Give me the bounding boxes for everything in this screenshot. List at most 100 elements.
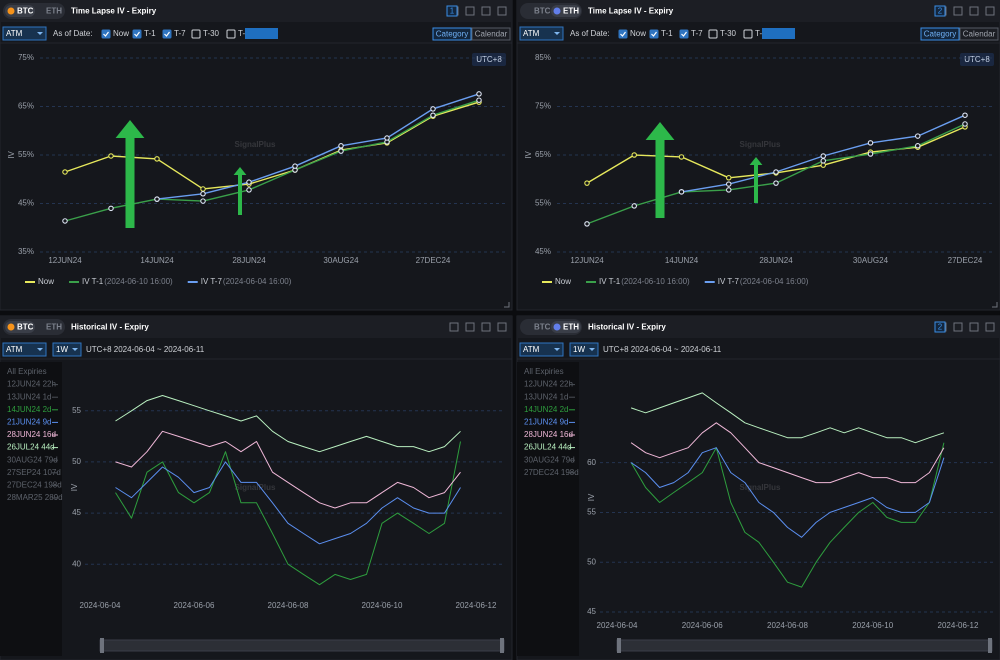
legend-item[interactable]: 28JUN24 16d bbox=[7, 430, 56, 439]
legend-item[interactable]: 26JUL24 44d bbox=[524, 443, 572, 452]
header-icon[interactable] bbox=[449, 322, 459, 332]
view-tab[interactable] bbox=[471, 27, 511, 41]
panel-title: Time Lapse IV - Expiry bbox=[588, 7, 674, 16]
slider-handle[interactable] bbox=[500, 638, 504, 653]
legend-item[interactable]: 28JUN24 16d bbox=[524, 430, 573, 439]
data-point bbox=[678, 154, 685, 160]
tab-label[interactable]: BTC bbox=[17, 323, 34, 332]
dropdown[interactable] bbox=[519, 342, 564, 357]
tab-label[interactable]: ETH bbox=[563, 7, 579, 16]
header-icon[interactable] bbox=[481, 322, 491, 332]
x-tick-label: 12JUN24 bbox=[48, 256, 82, 265]
x-tick-label: 28JUN24 bbox=[232, 256, 266, 265]
legend-item[interactable]: 13JUN24 1d bbox=[524, 392, 568, 401]
legend-item[interactable]: 26JUL24 44d bbox=[7, 443, 55, 452]
legend-item[interactable]: 27SEP24 107d bbox=[7, 468, 61, 477]
range-slider[interactable] bbox=[616, 639, 993, 652]
legend-label[interactable]: IV T-1 bbox=[82, 277, 104, 286]
header-icon[interactable] bbox=[465, 322, 475, 332]
watermark: SignalPlus bbox=[740, 483, 781, 492]
y-tick-label: 35% bbox=[18, 247, 34, 256]
legend-item[interactable]: 27DEC24 198d bbox=[524, 468, 579, 477]
legend-item[interactable]: 13JUN24 1d bbox=[7, 392, 51, 401]
header-icon[interactable] bbox=[969, 322, 979, 332]
checkbox[interactable] bbox=[708, 29, 718, 39]
legend-item[interactable]: 21JUN24 9d bbox=[7, 418, 51, 427]
legend-item[interactable]: All Expiries bbox=[524, 367, 564, 376]
x-tick-label: 2024-06-08 bbox=[767, 621, 808, 630]
legend-item[interactable]: 30AUG24 79d bbox=[7, 455, 58, 464]
panel-number-box[interactable] bbox=[934, 321, 946, 333]
dropdown[interactable] bbox=[52, 342, 82, 357]
legend-item[interactable]: 14JUN24 2d bbox=[7, 405, 51, 414]
tab-label[interactable]: ETH bbox=[46, 7, 62, 16]
checkbox[interactable] bbox=[618, 29, 628, 39]
legend-label[interactable]: Now bbox=[555, 277, 571, 286]
tab-label[interactable]: ETH bbox=[563, 323, 579, 332]
data-point bbox=[108, 205, 114, 212]
legend-label[interactable]: IV T-7 bbox=[201, 277, 223, 286]
header-icon[interactable] bbox=[985, 6, 995, 16]
x-tick-label: 14JUN24 bbox=[140, 256, 174, 265]
slider-handle[interactable] bbox=[100, 638, 104, 653]
legend-item[interactable]: All Expiries bbox=[7, 367, 47, 376]
y-tick-label: 45 bbox=[72, 508, 81, 517]
legend-label[interactable]: IV T-1 bbox=[599, 277, 621, 286]
tab-label[interactable]: BTC bbox=[534, 323, 551, 332]
panel-title: Historical IV - Expiry bbox=[588, 323, 666, 332]
checkbox[interactable] bbox=[226, 29, 236, 39]
checkbox[interactable] bbox=[743, 29, 753, 39]
header-icon[interactable] bbox=[953, 322, 963, 332]
panel-number-box[interactable] bbox=[446, 5, 458, 17]
checkbox[interactable] bbox=[132, 29, 142, 39]
slider-handle[interactable] bbox=[617, 638, 621, 653]
dropdown[interactable] bbox=[2, 26, 47, 41]
view-tab[interactable] bbox=[432, 27, 472, 41]
tab-label[interactable]: BTC bbox=[534, 7, 551, 16]
dropdown-arrow bbox=[589, 348, 595, 351]
legend-item[interactable]: 21JUN24 9d bbox=[524, 418, 568, 427]
view-tab[interactable] bbox=[920, 27, 960, 41]
data-point bbox=[246, 187, 252, 193]
legend-item[interactable]: 14JUN24 2d bbox=[524, 405, 568, 414]
dropdown[interactable] bbox=[569, 342, 599, 357]
data-point bbox=[62, 169, 68, 175]
x-tick-label: 2024-06-12 bbox=[938, 621, 979, 630]
legend-label[interactable]: Now bbox=[38, 277, 54, 286]
checkbox[interactable] bbox=[191, 29, 201, 39]
legend-item[interactable]: 27DEC24 198d bbox=[7, 481, 62, 490]
legend-timestamp: (2024-06-04 16:00) bbox=[740, 277, 809, 286]
range-slider[interactable] bbox=[99, 639, 505, 652]
header-icon[interactable] bbox=[953, 6, 963, 16]
trend-arrow bbox=[115, 120, 145, 228]
tab-label[interactable]: BTC bbox=[17, 7, 34, 16]
header-icon[interactable] bbox=[497, 6, 507, 16]
header-icon[interactable] bbox=[481, 6, 491, 16]
checkbox[interactable] bbox=[679, 29, 689, 39]
checkbox-label: Now bbox=[630, 29, 646, 38]
panel-number-box[interactable] bbox=[934, 5, 946, 17]
y-tick-label: 55% bbox=[18, 150, 34, 159]
dropdown-arrow bbox=[37, 348, 43, 351]
legend-item[interactable]: 12JUN24 22h bbox=[7, 380, 56, 389]
header-icon[interactable] bbox=[465, 6, 475, 16]
legend-item[interactable]: 28MAR25 289d bbox=[7, 493, 63, 502]
checkbox[interactable] bbox=[101, 29, 111, 39]
legend-item[interactable]: 30AUG24 79d bbox=[524, 455, 575, 464]
legend-label[interactable]: IV T-7 bbox=[718, 277, 740, 286]
checkbox[interactable] bbox=[649, 29, 659, 39]
slider-handle[interactable] bbox=[988, 638, 992, 653]
header-icon[interactable] bbox=[985, 322, 995, 332]
dropdown[interactable] bbox=[2, 342, 47, 357]
view-tab[interactable] bbox=[959, 27, 999, 41]
data-point bbox=[154, 156, 160, 162]
legend-item[interactable]: 12JUN24 22h bbox=[524, 380, 573, 389]
header-icon[interactable] bbox=[497, 322, 507, 332]
dropdown[interactable] bbox=[519, 26, 564, 41]
series-line bbox=[115, 461, 461, 545]
tab-label[interactable]: ETH bbox=[46, 323, 62, 332]
checkbox[interactable] bbox=[162, 29, 172, 39]
data-point bbox=[725, 175, 732, 181]
header-icon[interactable] bbox=[969, 6, 979, 16]
